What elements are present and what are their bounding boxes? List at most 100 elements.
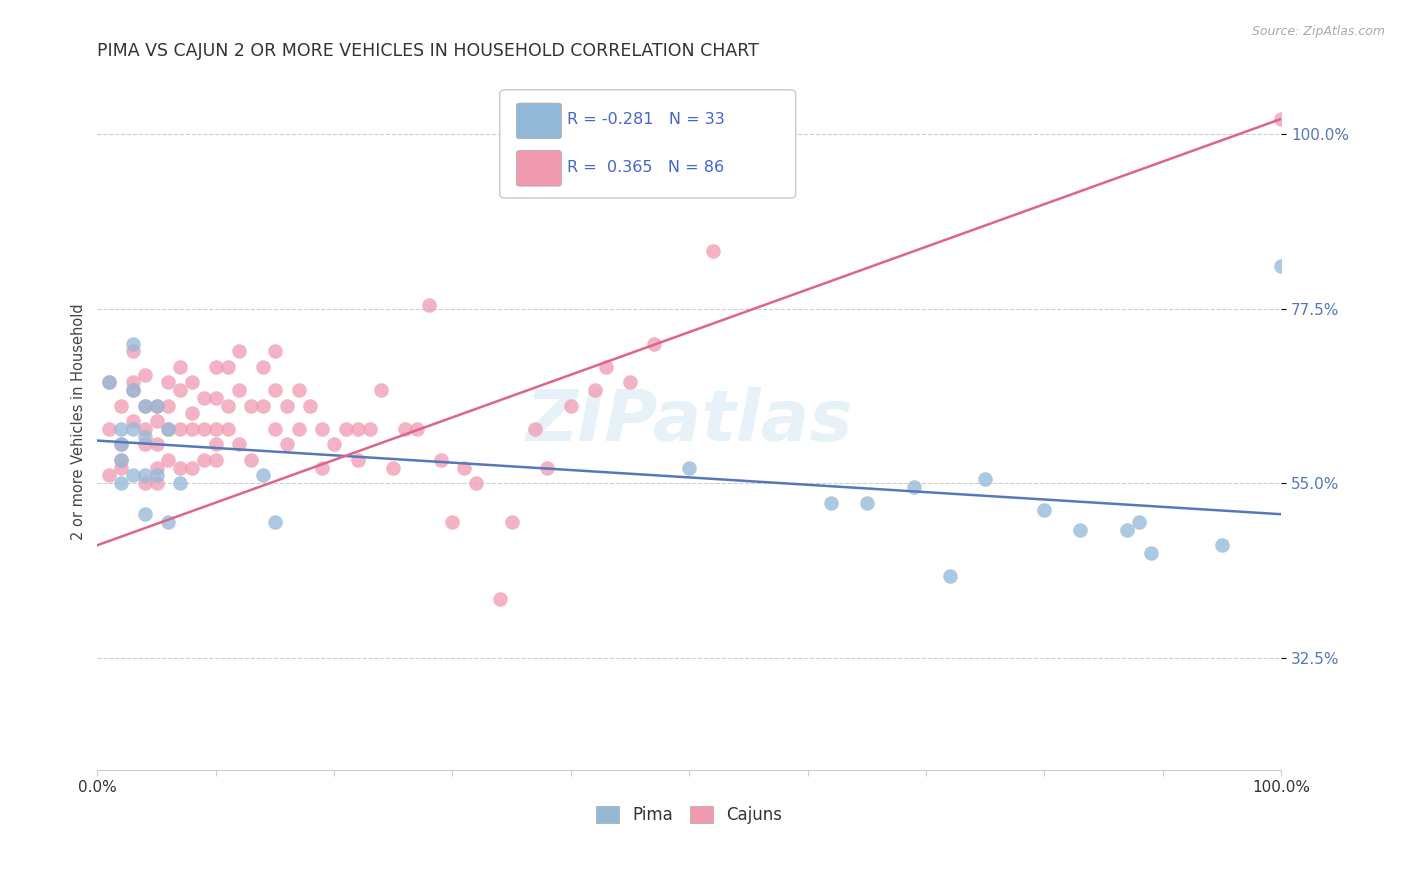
- Point: [145, 468, 167, 483]
- Point: [121, 376, 143, 390]
- Point: [1270, 259, 1292, 273]
- Point: [264, 515, 287, 529]
- Point: [121, 344, 143, 359]
- Point: [217, 399, 239, 413]
- Point: [145, 399, 167, 413]
- Point: [1069, 523, 1091, 537]
- Point: [359, 422, 381, 436]
- Point: [157, 422, 180, 436]
- Point: [169, 359, 191, 374]
- Point: [110, 476, 132, 491]
- Point: [228, 344, 250, 359]
- Point: [110, 399, 132, 413]
- Point: [169, 422, 191, 436]
- Point: [276, 399, 298, 413]
- Point: [240, 453, 263, 467]
- Point: [121, 468, 143, 483]
- Point: [121, 383, 143, 397]
- Y-axis label: 2 or more Vehicles in Household: 2 or more Vehicles in Household: [72, 303, 86, 540]
- Text: R = -0.281   N = 33: R = -0.281 N = 33: [567, 112, 725, 128]
- Point: [169, 476, 191, 491]
- Point: [264, 383, 287, 397]
- Point: [98, 376, 121, 390]
- Point: [938, 569, 960, 583]
- Point: [1128, 515, 1150, 529]
- Point: [134, 437, 156, 451]
- Point: [501, 515, 523, 529]
- Point: [1211, 538, 1233, 552]
- Point: [181, 407, 204, 421]
- Point: [583, 383, 606, 397]
- Point: [204, 422, 226, 436]
- Point: [145, 476, 167, 491]
- FancyBboxPatch shape: [516, 103, 561, 138]
- Point: [536, 460, 558, 475]
- Point: [110, 453, 132, 467]
- Point: [346, 422, 368, 436]
- Point: [110, 437, 132, 451]
- Point: [643, 336, 665, 351]
- Point: [134, 399, 156, 413]
- Point: [181, 376, 204, 390]
- Point: [204, 453, 226, 467]
- Point: [98, 422, 121, 436]
- Point: [217, 359, 239, 374]
- Point: [429, 453, 451, 467]
- Point: [134, 468, 156, 483]
- Point: [134, 368, 156, 382]
- Point: [1140, 546, 1163, 560]
- FancyBboxPatch shape: [516, 151, 561, 186]
- Point: [323, 437, 346, 451]
- Point: [1116, 523, 1139, 537]
- Point: [157, 399, 180, 413]
- Point: [145, 399, 167, 413]
- Point: [287, 383, 309, 397]
- Point: [110, 460, 132, 475]
- Point: [134, 399, 156, 413]
- Point: [524, 422, 547, 436]
- Point: [619, 376, 641, 390]
- Point: [145, 460, 167, 475]
- Point: [335, 422, 357, 436]
- Point: [488, 592, 510, 607]
- Point: [204, 359, 226, 374]
- Point: [406, 422, 429, 436]
- Point: [252, 359, 274, 374]
- Point: [145, 414, 167, 428]
- Point: [121, 336, 143, 351]
- Point: [346, 453, 368, 467]
- Point: [311, 460, 333, 475]
- Point: [134, 430, 156, 444]
- Point: [169, 460, 191, 475]
- Point: [134, 476, 156, 491]
- Point: [264, 344, 287, 359]
- Point: [110, 453, 132, 467]
- Point: [193, 391, 215, 405]
- Point: [228, 383, 250, 397]
- Point: [382, 460, 405, 475]
- Point: [98, 468, 121, 483]
- Text: Source: ZipAtlas.com: Source: ZipAtlas.com: [1251, 25, 1385, 38]
- Point: [169, 383, 191, 397]
- Point: [157, 422, 180, 436]
- Point: [465, 476, 488, 491]
- Point: [370, 383, 392, 397]
- Point: [110, 422, 132, 436]
- Point: [121, 422, 143, 436]
- Point: [264, 422, 287, 436]
- Point: [252, 399, 274, 413]
- Point: [299, 399, 322, 413]
- Point: [217, 422, 239, 436]
- Text: PIMA VS CAJUN 2 OR MORE VEHICLES IN HOUSEHOLD CORRELATION CHART: PIMA VS CAJUN 2 OR MORE VEHICLES IN HOUS…: [97, 42, 759, 60]
- Point: [1270, 112, 1292, 126]
- Point: [110, 437, 132, 451]
- Point: [121, 383, 143, 397]
- Text: R =  0.365   N = 86: R = 0.365 N = 86: [567, 161, 724, 176]
- Point: [121, 414, 143, 428]
- Point: [974, 472, 997, 486]
- Point: [595, 359, 617, 374]
- Text: ZIPatlas: ZIPatlas: [526, 387, 853, 456]
- FancyBboxPatch shape: [499, 90, 796, 198]
- Point: [181, 460, 204, 475]
- Point: [181, 422, 204, 436]
